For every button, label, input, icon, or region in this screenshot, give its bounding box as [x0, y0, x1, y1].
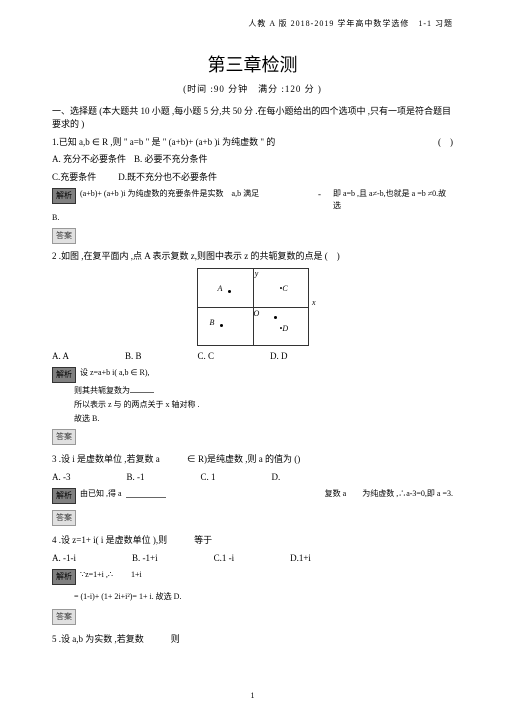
q1-optD: D.既不充分也不必要条件 — [118, 171, 217, 185]
q2-line1: 则其共轭复数为 — [74, 383, 453, 397]
chart-origin-O: O — [254, 308, 260, 320]
question-1: 1.已知 a,b ∈ R ,则 " a=b " 是 " (a+b)+ (a+b … — [52, 136, 453, 150]
q2-line3: 故选 B. — [74, 413, 453, 425]
question-4: 4 .设 z=1+ i( i 是虚数单位 ),则 等于 — [52, 534, 453, 548]
q3-optC: C. 1 — [201, 471, 216, 485]
q3-optB: B. -1 — [127, 471, 145, 485]
analysis-label-icon: 解析 — [52, 488, 76, 504]
chart-point-A: A — [218, 283, 223, 295]
question-2: 2 .如图 ,在复平面内 ,点 A 表示复数 z,则图中表示 z 的共轭复数的点… — [52, 250, 453, 264]
q1-analysis-text: (a+b)+ (a+b )i 为纯虚数的充要条件是实数 a,b 满足 — [80, 188, 306, 200]
q4-optA: A. -1-i — [52, 552, 76, 566]
q4-line: = (1-i)+ (1+ 2i+i²)= 1+ i. 故选 D. — [74, 591, 453, 603]
q2-optA: A. A — [52, 350, 69, 364]
q1-opts-row1: A. 充分不必要条件 B. 必要不充分条件 — [52, 153, 453, 167]
q4-optB: B. -1+i — [132, 552, 158, 566]
answer-label-icon: 答案 — [52, 228, 76, 244]
q1-text: 1.已知 a,b ∈ R ,则 " a=b " 是 " (a+b)+ (a+b … — [52, 137, 275, 147]
axis-x-label: x — [312, 297, 316, 309]
q4-optD: D.1+i — [290, 552, 311, 566]
q2-opts: A. A B. B C. C D. D — [52, 350, 453, 364]
answer-label-icon: 答案 — [52, 609, 76, 625]
q3-analysis-text: 由已知 ,得 a — [80, 488, 122, 500]
q1-ans-letter: B. — [52, 212, 453, 224]
q1-optB: B. 必要不充分条件 — [134, 153, 208, 167]
axis-y-label: y — [255, 268, 259, 280]
q4-opts: A. -1-i B. -1+i C.1 -i D.1+i — [52, 552, 453, 566]
answer-label-icon: 答案 — [52, 429, 76, 445]
q2-text: 2 .如图 ,在复平面内 ,点 A 表示复数 z,则图中表示 z 的共轭复数的点… — [52, 251, 340, 261]
q1-optA: A. 充分不必要条件 — [52, 153, 126, 167]
section-title: 一、选择题 (本大题共 10 小题 ,每小题 5 分,共 50 分 .在每小题给… — [52, 105, 453, 132]
chart-point-C: •C — [280, 283, 288, 295]
q1-opts-row2: C.充要条件 D.既不充分也不必要条件 — [52, 171, 453, 185]
q3-analysis-right: 复数 a 为纯虚数 ,∴a-3=0,即 a =3. — [325, 488, 453, 500]
answer-label-icon: 答案 — [52, 510, 76, 526]
q1-paren: ( ) — [438, 136, 453, 150]
chapter-title: 第三章检测 — [52, 52, 453, 79]
q3-optA: A. -3 — [52, 471, 71, 485]
q4-analysis-row: 解析 ∵z=1+i ,∴ 1+i — [52, 569, 453, 585]
q2-analysis-row: 解析 设 z=a+b i( a,b ∈ R), — [52, 367, 453, 383]
q4-optC: C.1 -i — [214, 552, 235, 566]
chart-point-B: B — [210, 317, 215, 329]
q2-line2: 所以表示 z 与 的两点关于 x 轴对称 . — [74, 399, 453, 411]
q1-analysis-right: 即 a=b ,且 a≠-b,也就是 a =b ≠0.故选 — [333, 188, 453, 212]
q3-text: 3 .设 i 是虚数单位 ,若复数 a ∈ R)是纯虚数 ,则 a 的值为 () — [52, 454, 300, 464]
chart-point-D: •D — [280, 323, 289, 335]
page-number: 1 — [0, 690, 505, 702]
q2-chart: y A •C B O •D x — [197, 268, 309, 346]
q3-optD: D. — [272, 471, 281, 485]
q2-optD: D. D — [270, 350, 288, 364]
chapter-subtitle: (时间 :90 分钟 满分 :120 分 ) — [52, 83, 453, 97]
analysis-label-icon: 解析 — [52, 188, 76, 204]
q1-analysis-row: 解析 (a+b)+ (a+b )i 为纯虚数的充要条件是实数 a,b 满足 - … — [52, 188, 453, 212]
question-3: 3 .设 i 是虚数单位 ,若复数 a ∈ R)是纯虚数 ,则 a 的值为 () — [52, 453, 453, 467]
q3-opts: A. -3 B. -1 C. 1 D. — [52, 471, 453, 485]
analysis-label-icon: 解析 — [52, 569, 76, 585]
q2-analysis-text: 设 z=a+b i( a,b ∈ R), — [80, 367, 150, 379]
analysis-label-icon: 解析 — [52, 367, 76, 383]
q1-optC: C.充要条件 — [52, 171, 96, 185]
question-5: 5 .设 a,b 为实数 ,若复数 则 — [52, 633, 453, 647]
q2-optB: B. B — [125, 350, 142, 364]
q2-optC: C. C — [198, 350, 215, 364]
q4-text: 4 .设 z=1+ i( i 是虚数单位 ),则 等于 — [52, 535, 212, 545]
page-header: 人教 A 版 2018-2019 学年高中数学选修 1-1 习题 — [52, 18, 453, 30]
q3-analysis-row: 解析 由已知 ,得 a 复数 a 为纯虚数 ,∴a-3=0,即 a =3. — [52, 488, 453, 504]
q5-text: 5 .设 a,b 为实数 ,若复数 则 — [52, 634, 180, 644]
